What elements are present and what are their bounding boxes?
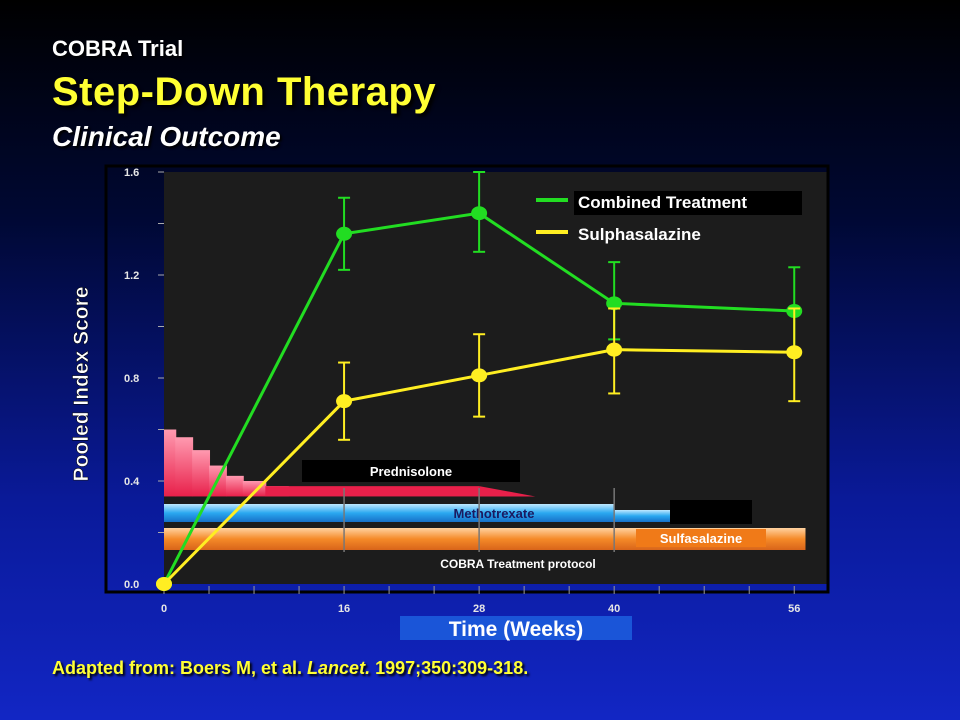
y-tick-label: 1.6 xyxy=(124,167,139,179)
x-axis-label: Time (Weeks) xyxy=(449,618,584,641)
x-tick-label: 56 xyxy=(788,603,800,615)
data-point xyxy=(471,368,488,383)
y-tick-label: 0.8 xyxy=(124,373,139,385)
plot-frame xyxy=(104,164,830,594)
slide-subtitle: Clinical Outcome xyxy=(52,121,281,152)
methotrexate-bar xyxy=(164,504,615,522)
slide-title: Step-Down Therapy xyxy=(52,70,437,114)
x-tick-label: 0 xyxy=(161,603,167,615)
slide-kicker: COBRA Trial xyxy=(52,36,184,61)
x-tick-label: 40 xyxy=(608,603,620,615)
sulfasalazine-label: Sulfasalazine xyxy=(660,531,742,546)
y-tick-label: 0.4 xyxy=(124,476,140,488)
y-tick-label: 1.2 xyxy=(124,270,139,282)
source-prefix: Adapted from: Boers M, et al. xyxy=(52,658,308,678)
data-point xyxy=(336,226,353,241)
sulfasalazine-label-box xyxy=(636,529,766,547)
legend-label: Combined Treatment xyxy=(578,193,747,212)
prednisolone-step xyxy=(225,475,244,497)
methotrexate-label: Methotrexate xyxy=(454,506,535,521)
data-point xyxy=(471,206,488,221)
methotrexate-end-box xyxy=(670,500,752,524)
prednisolone-step xyxy=(192,450,211,497)
prednisolone-taper xyxy=(479,486,536,497)
source-suffix: 1997;350:309-318. xyxy=(370,658,529,678)
legend-bg xyxy=(574,191,802,215)
y-tick-label: 0.0 xyxy=(124,579,139,591)
data-point xyxy=(336,394,353,409)
methotrexate-taper xyxy=(614,510,671,522)
protocol-label: COBRA Treatment protocol xyxy=(440,557,596,571)
x-axis-label-box xyxy=(400,616,632,640)
source-journal: Lancet. xyxy=(307,658,371,678)
data-point xyxy=(606,342,623,357)
prednisolone-step xyxy=(175,437,194,497)
x-tick-label: 28 xyxy=(473,603,485,615)
prednisolone-label-box xyxy=(302,460,520,482)
prednisolone-label: Prednisolone xyxy=(370,464,452,479)
legend-label: Sulphasalazine xyxy=(578,225,701,244)
prednisolone-bar xyxy=(265,486,480,497)
data-point xyxy=(606,296,623,311)
x-tick-label: 16 xyxy=(338,603,350,615)
y-axis-label: Pooled Index Score xyxy=(70,287,93,482)
data-point xyxy=(786,345,803,360)
data-point xyxy=(156,577,172,591)
source-citation: Adapted from: Boers M, et al. Lancet. 19… xyxy=(52,658,528,679)
prednisolone-step xyxy=(164,429,177,497)
